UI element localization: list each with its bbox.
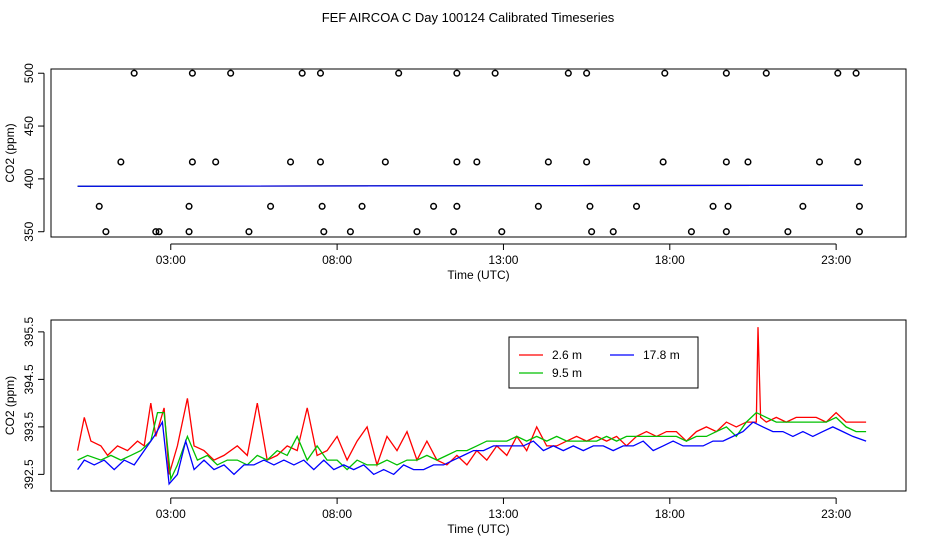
legend-box [508,336,699,389]
legend: 2.6 m 9.5 m 17.8 m [508,336,699,389]
calibration-point [155,228,163,236]
legend-label: 17.8 m [643,348,680,362]
calibration-point [815,158,824,166]
x-tick-label: 18:00 [655,253,685,267]
calibration-point [227,69,235,77]
calibration-point [534,202,542,210]
calibration-point [117,158,125,166]
calibration-point [413,228,421,236]
calibration-point [722,69,730,77]
calibration-point [185,228,193,236]
y-axis-label: CO2 (ppm) [3,376,17,435]
calibration-point [395,69,403,77]
calibration-point [185,202,193,210]
y-tick-label: 395.5 [22,317,36,347]
calibration-point [834,69,842,77]
calibration-point [544,158,552,166]
y-tick-label: 392.5 [22,459,36,489]
calibration-point [245,228,253,236]
y-axis-label: CO2 (ppm) [3,123,17,182]
calibration-point [453,158,461,166]
calibration-point [212,158,220,166]
series-line-95m [77,411,867,482]
calibration-point [473,158,481,166]
x-tick-label: 03:00 [156,507,186,521]
calibration-point [188,69,196,77]
y-tick-label: 350 [22,221,36,241]
timeseries-panel: 03:00 08:00 13:00 18:00 23:00 392.5 393.5 394.5… [3,317,907,536]
calibration-point [449,228,458,236]
plot-frame [50,319,907,492]
calibration-point [188,158,196,166]
y-tick-label: 450 [22,116,36,136]
calibration-point [722,228,730,236]
calibration-point [430,202,438,210]
calibration-point [95,202,103,210]
calibration-point [586,202,594,210]
calibration-point [583,158,591,166]
calibration-point [130,69,138,77]
calibration-point [661,69,669,77]
calibration-point [298,69,306,77]
calibration-point [286,158,295,166]
calibration-point [784,228,792,236]
calibration-point [855,228,863,236]
legend-label: 2.6 m [552,348,582,362]
series-line-26m [76,327,867,475]
series-line-178m [77,420,867,486]
calibration-point [318,202,326,210]
y-tick-label: 500 [22,63,36,83]
calibration-point [632,202,641,210]
calibration-point [722,158,730,166]
calibration-point [588,228,596,236]
calibration-point [564,69,572,77]
calibration-point [453,69,461,77]
calibration-point [583,69,591,77]
calibration-point [852,69,860,77]
calibration-point [854,158,862,166]
calibration-point [152,228,160,236]
calibration-point [267,202,275,210]
x-tick-label: 13:00 [488,253,518,267]
x-tick-label: 23:00 [821,507,851,521]
calibration-point [453,202,461,210]
calibration-point [498,228,506,236]
x-tick-label: 03:00 [156,253,186,267]
baseline-line-178m [77,184,863,187]
calibration-point [609,228,617,236]
x-tick-label: 23:00 [821,253,851,267]
calibration-point [346,228,354,236]
calibration-point [855,202,863,210]
calibration-point [659,158,667,166]
calibration-point [320,228,328,236]
calibration-point [102,228,110,236]
calibration-point [799,202,807,210]
x-tick-label: 08:00 [322,253,352,267]
y-tick-label: 393.5 [22,412,36,442]
y-tick-label: 400 [22,169,36,189]
x-tick-label: 08:00 [322,507,352,521]
plot-frame [50,68,907,238]
calibration-point [762,69,770,77]
y-tick-label: 394.5 [22,364,36,394]
calibration-point [358,202,366,210]
x-axis-label: Time (UTC) [447,268,509,282]
calibration-point [744,158,752,166]
x-tick-label: 13:00 [488,507,518,521]
calibration-point [381,158,389,166]
legend-label: 9.5 m [552,366,582,380]
calibration-panel: 03:00 08:00 13:00 18:00 23:00 350 400 450 500 Tim… [3,63,907,282]
calibration-point [316,158,325,166]
x-tick-label: 18:00 [655,507,685,521]
x-axis-label: Time (UTC) [447,522,509,536]
calibration-point [709,202,717,210]
calibration-point [724,202,732,210]
figure-title: FEF AIRCOA C Day 100124 Calibrated Times… [322,10,615,25]
calibration-point [491,69,499,77]
calibration-point [687,228,695,236]
calibration-point [316,69,325,77]
